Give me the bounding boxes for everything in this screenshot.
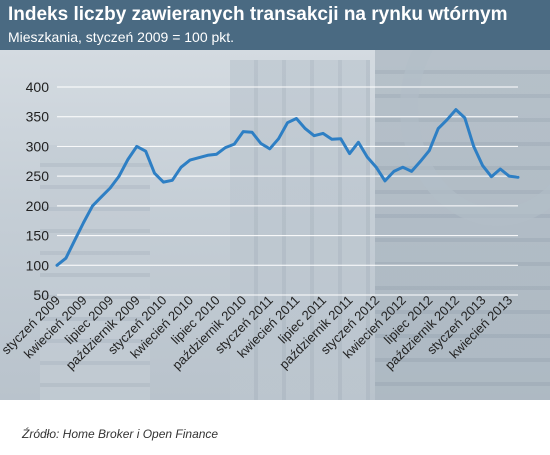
data-point	[428, 149, 431, 152]
data-point	[224, 146, 227, 149]
data-point	[321, 132, 325, 135]
chart-footer: Źródło: Home Broker i Open Finance	[0, 400, 550, 455]
data-point	[91, 204, 94, 208]
data-point	[481, 164, 484, 167]
data-point	[445, 118, 449, 121]
y-tick-label: 50	[33, 287, 49, 303]
data-point	[374, 166, 378, 169]
data-point	[507, 174, 511, 178]
data-point	[153, 171, 156, 175]
data-point	[348, 152, 351, 155]
data-point	[215, 152, 218, 156]
data-point	[135, 145, 138, 148]
data-point	[357, 141, 360, 144]
data-point	[410, 170, 413, 173]
series-line	[55, 108, 520, 267]
data-point	[383, 179, 387, 183]
data-point	[259, 142, 263, 145]
data-point	[126, 158, 130, 161]
y-tick-label: 150	[26, 228, 50, 244]
data-point	[330, 138, 334, 141]
data-point	[366, 155, 369, 159]
data-point	[339, 137, 342, 140]
data-point	[171, 179, 174, 182]
data-point	[108, 186, 112, 190]
data-point	[241, 130, 245, 133]
source-note: Źródło: Home Broker i Open Finance	[22, 427, 219, 441]
data-point	[117, 174, 121, 178]
y-tick-label: 100	[26, 257, 50, 273]
chart-title: Indeks liczby zawieranych transakcji na …	[8, 4, 508, 25]
data-point	[144, 149, 147, 153]
data-point	[64, 256, 68, 260]
data-point	[73, 239, 76, 242]
background-building-left	[40, 145, 150, 400]
data-point	[463, 116, 467, 120]
data-point	[437, 127, 440, 130]
data-point	[392, 170, 396, 173]
data-point	[188, 158, 192, 162]
chart-header: Indeks liczby zawieranych transakcji na …	[0, 0, 550, 50]
y-tick-label: 350	[26, 109, 50, 125]
data-point	[162, 180, 165, 184]
data-point	[233, 142, 236, 146]
y-tick-label: 200	[26, 198, 50, 214]
y-tick-label: 400	[26, 79, 50, 95]
data-point	[304, 127, 307, 130]
data-point	[55, 264, 59, 267]
data-point	[250, 130, 254, 134]
y-tick-label: 300	[26, 138, 50, 154]
data-point	[401, 166, 404, 169]
data-point	[277, 137, 280, 140]
chart-subtitle: Mieszkania, styczeń 2009 = 100 pkt.	[8, 29, 235, 45]
data-point	[312, 134, 316, 137]
data-point	[419, 160, 422, 163]
data-point	[286, 121, 289, 124]
data-point	[295, 117, 298, 120]
y-tick-label: 250	[26, 168, 50, 184]
data-point	[454, 108, 458, 111]
data-point	[82, 221, 85, 224]
data-point	[516, 176, 520, 179]
data-point	[268, 147, 271, 151]
data-point	[206, 154, 209, 157]
data-point	[100, 195, 103, 199]
data-point	[179, 166, 183, 169]
data-point	[490, 175, 493, 178]
data-point	[472, 145, 475, 148]
data-point	[197, 156, 201, 159]
data-point	[499, 167, 502, 171]
